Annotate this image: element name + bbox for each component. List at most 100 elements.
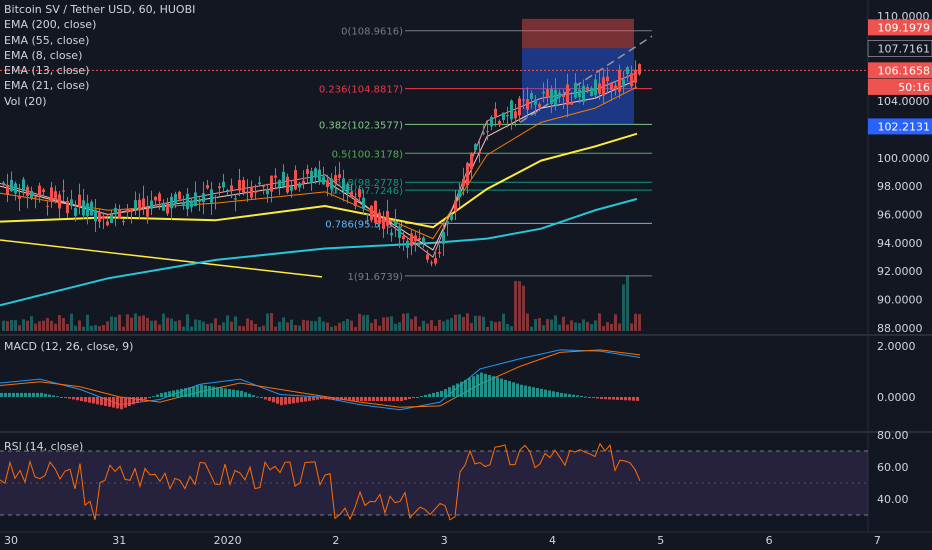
macd-histogram-bar bbox=[148, 397, 151, 398]
macd-histogram-bar bbox=[544, 389, 547, 397]
indicator-ema200-label[interactable]: EMA (200, close) bbox=[4, 18, 97, 32]
candle-body bbox=[114, 207, 117, 215]
macd-histogram-bar bbox=[612, 397, 615, 400]
macd-title[interactable]: MACD (12, 26, close, 9) bbox=[4, 340, 134, 353]
volume-bar bbox=[354, 326, 357, 331]
macd-histogram-bar bbox=[596, 397, 599, 399]
macd-tick-label: 0.0000 bbox=[877, 391, 916, 404]
volume-bar bbox=[90, 325, 93, 331]
macd-histogram-bar bbox=[592, 397, 595, 398]
volume-bar bbox=[170, 318, 173, 331]
macd-histogram-bar bbox=[392, 397, 395, 402]
macd-histogram-bar bbox=[320, 397, 323, 400]
volume-bar bbox=[42, 320, 45, 331]
candle-body bbox=[234, 198, 237, 200]
volume-bar bbox=[166, 317, 169, 331]
volume-bar bbox=[610, 323, 613, 331]
candle-body bbox=[482, 132, 485, 135]
price-tick-label: 94.0000 bbox=[877, 237, 923, 250]
indicator-ema8-label[interactable]: EMA (8, close) bbox=[4, 48, 83, 62]
candle-body bbox=[250, 186, 253, 198]
candle-body bbox=[394, 221, 397, 226]
macd-histogram-bar bbox=[108, 397, 111, 407]
macd-histogram-bar bbox=[276, 397, 279, 404]
indicator-volume-label[interactable]: Vol (20) bbox=[4, 94, 47, 108]
indicator-ema13-label[interactable]: EMA (13, close) bbox=[4, 64, 90, 78]
candle-body bbox=[462, 178, 465, 187]
candle-body bbox=[2, 182, 5, 185]
macd-histogram-bar bbox=[500, 378, 503, 397]
candle-body bbox=[302, 180, 305, 183]
indicator-ema55-label[interactable]: EMA (55, close) bbox=[4, 33, 90, 47]
volume-bar bbox=[310, 320, 313, 331]
candle-body bbox=[510, 100, 513, 120]
volume-bar bbox=[450, 318, 453, 331]
volume-bar bbox=[634, 313, 637, 331]
rsi-title[interactable]: RSI (14, close) bbox=[4, 440, 84, 453]
macd-histogram-bar bbox=[36, 392, 39, 397]
candle-body bbox=[514, 111, 517, 119]
candle-body bbox=[110, 214, 113, 223]
macd-histogram-bar bbox=[360, 397, 363, 402]
volume-bar bbox=[350, 320, 353, 331]
macd-histogram-bar bbox=[456, 383, 459, 397]
candle-body bbox=[290, 186, 293, 191]
macd-histogram-bar bbox=[240, 390, 243, 397]
candle-body bbox=[466, 163, 469, 186]
candle-body bbox=[362, 197, 365, 209]
volume-bar bbox=[426, 323, 429, 331]
candle-body bbox=[414, 235, 417, 242]
volume-bar bbox=[394, 323, 397, 331]
macd-histogram-bar bbox=[156, 394, 159, 397]
candle-body bbox=[194, 192, 197, 207]
volume-bar bbox=[546, 319, 549, 331]
volume-bar bbox=[322, 321, 325, 331]
macd-histogram-bar bbox=[232, 389, 235, 397]
macd-histogram-bar bbox=[220, 387, 223, 397]
candle-body bbox=[34, 196, 37, 198]
macd-histogram-bar bbox=[68, 397, 71, 399]
fib-level-label: 0.786(95.3737) bbox=[325, 219, 403, 230]
volume-bar bbox=[542, 325, 545, 331]
macd-histogram-bar bbox=[520, 384, 523, 397]
macd-histogram-bar bbox=[292, 397, 295, 404]
macd-histogram-bar bbox=[480, 372, 483, 397]
macd-histogram-bar bbox=[180, 388, 183, 397]
volume-bar bbox=[130, 317, 133, 331]
symbol-title[interactable]: Bitcoin SV / Tether USD, 60, HUOBI bbox=[4, 3, 196, 16]
fib-level-label: 0.382(102.3577) bbox=[319, 120, 403, 131]
volume-bar bbox=[346, 318, 349, 331]
candle-body bbox=[82, 200, 85, 216]
candle-body bbox=[174, 194, 177, 204]
candle-body bbox=[146, 208, 149, 217]
volume-bar bbox=[226, 315, 229, 331]
macd-histogram-bar bbox=[332, 397, 335, 400]
macd-histogram-bar bbox=[532, 387, 535, 397]
macd-histogram-bar bbox=[608, 397, 611, 400]
macd-histogram-bar bbox=[248, 393, 251, 397]
time-tick-label: 7 bbox=[874, 534, 881, 547]
volume-bar bbox=[518, 281, 521, 331]
volume-bar bbox=[114, 316, 117, 331]
candle-body bbox=[118, 209, 121, 218]
candle-body bbox=[522, 99, 525, 101]
candle-body bbox=[506, 115, 509, 117]
candle-body bbox=[402, 235, 405, 240]
volume-bar bbox=[266, 313, 269, 331]
macd-histogram-bar bbox=[504, 379, 507, 397]
indicator-ema21-label[interactable]: EMA (21, close) bbox=[4, 79, 90, 93]
macd-histogram-bar bbox=[92, 397, 95, 404]
macd-histogram-bar bbox=[80, 397, 83, 402]
time-tick-label: 31 bbox=[112, 534, 126, 547]
candle-body bbox=[154, 196, 157, 201]
volume-bar bbox=[18, 325, 21, 331]
volume-bar bbox=[534, 319, 537, 331]
volume-bar bbox=[290, 319, 293, 331]
macd-tick-label: 2.0000 bbox=[877, 340, 916, 353]
candle-body bbox=[26, 186, 29, 196]
macd-histogram-bar bbox=[352, 397, 355, 401]
volume-bar bbox=[74, 325, 77, 331]
candle-body bbox=[626, 67, 629, 74]
candle-body bbox=[314, 168, 317, 178]
